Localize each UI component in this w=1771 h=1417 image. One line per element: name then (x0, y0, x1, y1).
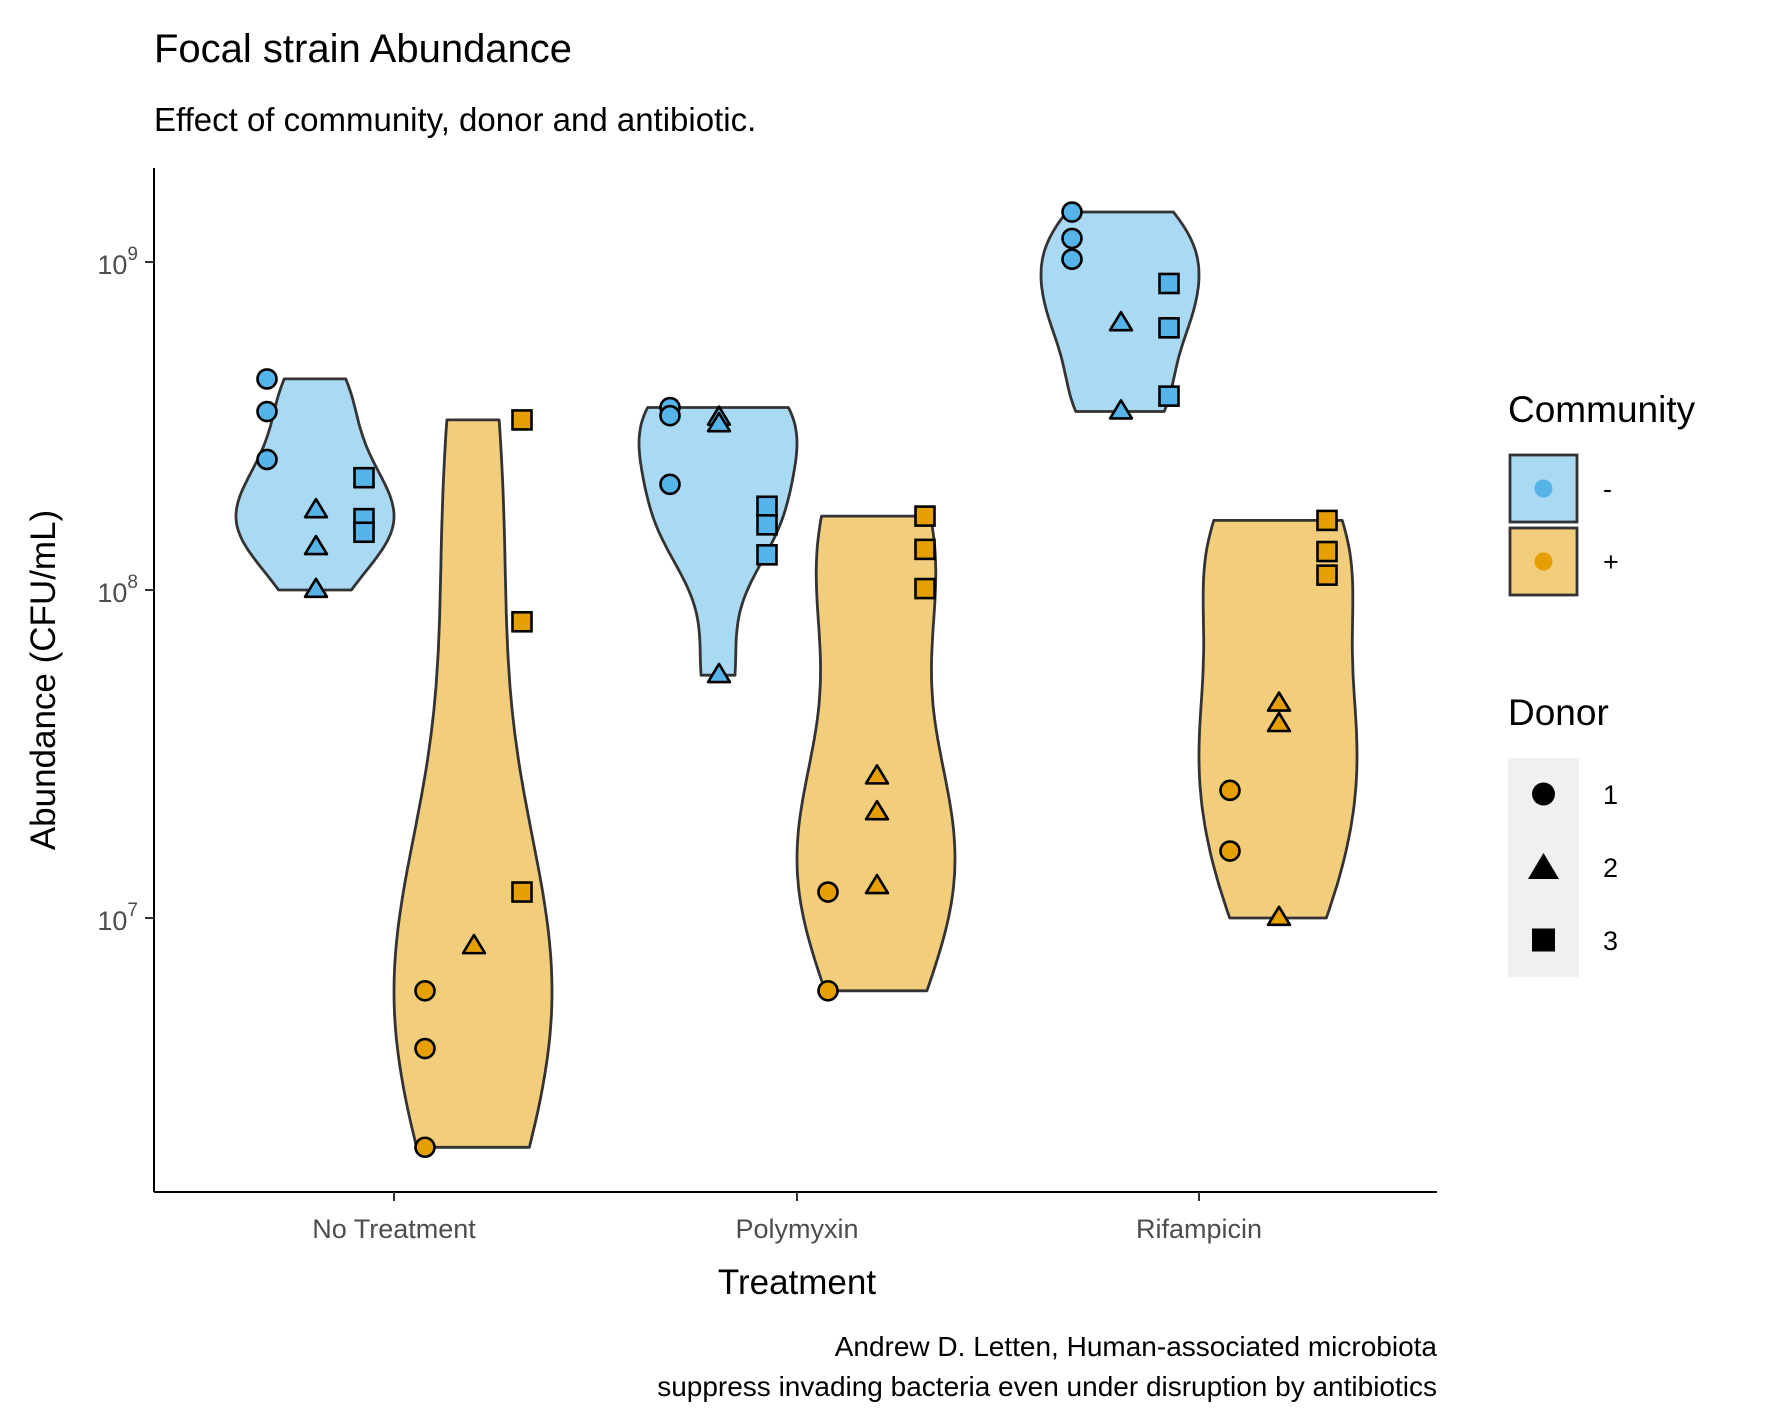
data-point (353, 521, 375, 544)
data-point (1219, 840, 1241, 862)
community-legend-label: + (1603, 547, 1619, 577)
data-point (1061, 227, 1083, 250)
community-legend-label: - (1603, 474, 1612, 504)
y-tick-label: 109 (97, 244, 138, 280)
data-point (303, 577, 329, 599)
data-point (1266, 691, 1292, 712)
data-point (256, 448, 278, 471)
data-point (756, 544, 778, 566)
data-point (756, 514, 778, 536)
community-key-dot (1534, 479, 1553, 498)
data-point (914, 538, 936, 561)
donor-legend-label: 1 (1603, 780, 1618, 810)
data-point (256, 400, 278, 423)
x-axis-title: Treatment (718, 1263, 876, 1302)
y-tick-label: 107 (97, 900, 138, 936)
data-point (414, 1136, 436, 1159)
donor-legend-label: 2 (1603, 853, 1618, 883)
data-point (256, 368, 278, 390)
data-point (914, 577, 936, 600)
data-point (659, 473, 681, 496)
data-point (817, 979, 839, 1002)
data-point (1266, 905, 1292, 927)
x-tick-label: No Treatment (312, 1214, 476, 1244)
data-point (1158, 317, 1180, 339)
data-point (756, 495, 778, 518)
data-point (461, 933, 487, 955)
data-point (1158, 272, 1180, 295)
data-point (414, 979, 436, 1002)
data-point (1316, 509, 1338, 532)
caption-line-1: Andrew D. Letten, Human-associated micro… (835, 1331, 1438, 1362)
violin-no-treatment-plus (392, 418, 554, 1149)
data-point (511, 610, 533, 633)
y-tick-label: 108 (97, 572, 138, 608)
data-point (1061, 248, 1083, 270)
donor-legend-title: Donor (1508, 692, 1609, 733)
data-point (303, 497, 329, 519)
community-key-dot (1534, 552, 1553, 571)
data-point (511, 881, 533, 903)
data-point (1316, 564, 1338, 586)
data-point (1108, 399, 1134, 420)
data-point (1266, 711, 1292, 733)
data-point (864, 764, 890, 785)
x-tick-label: Polymyxin (735, 1214, 858, 1244)
data-point (511, 409, 533, 431)
y-axis-title: Abundance (CFU/mL) (24, 510, 63, 850)
data-point (864, 873, 890, 895)
data-point (1316, 540, 1338, 563)
data-point (1219, 779, 1241, 802)
plot-area (234, 201, 1359, 1159)
data-point (1158, 385, 1180, 407)
violin-polymyxin-plus (795, 514, 957, 993)
donor-key-circle (1532, 782, 1555, 806)
donor-legend-label: 3 (1603, 926, 1618, 956)
data-point (303, 534, 329, 556)
data-point (1061, 201, 1083, 223)
data-point (414, 1037, 436, 1060)
chart-title: Focal strain Abundance (154, 27, 572, 71)
donor-key-square (1532, 928, 1555, 952)
legend: Community - + Donor 1 2 3 (1508, 389, 1696, 977)
data-point (706, 411, 732, 433)
data-point (914, 505, 936, 527)
data-point (1108, 310, 1134, 332)
data-point (353, 466, 375, 489)
caption-line-2: suppress invading bacteria even under di… (657, 1371, 1437, 1402)
data-point (864, 799, 890, 821)
data-point (706, 662, 732, 684)
data-point (817, 881, 839, 903)
chart-subtitle: Effect of community, donor and antibioti… (154, 101, 756, 138)
data-point (659, 404, 681, 427)
donor-key-triangle (1528, 853, 1559, 879)
violin-polymyxin-minus (637, 406, 799, 677)
x-tick-label: Rifampicin (1136, 1214, 1262, 1244)
community-legend-title: Community (1508, 389, 1696, 430)
axes: 107 108 109 No Treatment Polymyxin Rifampicin (97, 168, 1437, 1244)
